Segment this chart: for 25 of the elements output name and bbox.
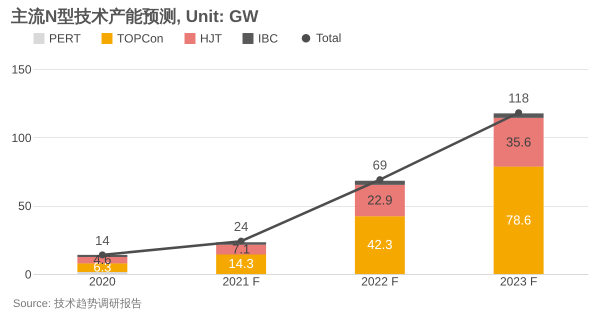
data-label: 118 [508,90,529,106]
x-tick-label: 2023 F [500,274,538,288]
source-note: Source: 技术趋势调研报告 [13,297,142,310]
y-tick-label: 100 [11,130,32,145]
x-tick-label: 2020 [89,274,116,288]
data-label: 7.1 [232,242,250,257]
data-label: 14.3 [228,256,254,272]
data-label: 78.6 [506,212,532,228]
legend-label: TOPCon [117,32,164,46]
x-tick-label: 2022 F [361,274,399,288]
legend-label: PERT [49,32,82,46]
data-label: 35.6 [506,134,532,150]
data-label: 14 [95,232,110,248]
x-tick-label: 2021 F [222,274,260,288]
chart-title: 主流N型技术产能预测, Unit: GW [10,7,260,26]
y-tick-label: 50 [18,199,32,214]
data-label: 24 [234,219,248,234]
legend-label: HJT [200,32,223,46]
y-tick-label: 0 [24,268,32,282]
data-label: 69 [372,158,388,173]
legend-label: Total [316,31,342,46]
data-label: 42.3 [367,237,393,252]
y-tick-label: 150 [11,62,32,76]
data-label: 22.9 [367,192,393,208]
legend-label: IBC [258,32,278,46]
